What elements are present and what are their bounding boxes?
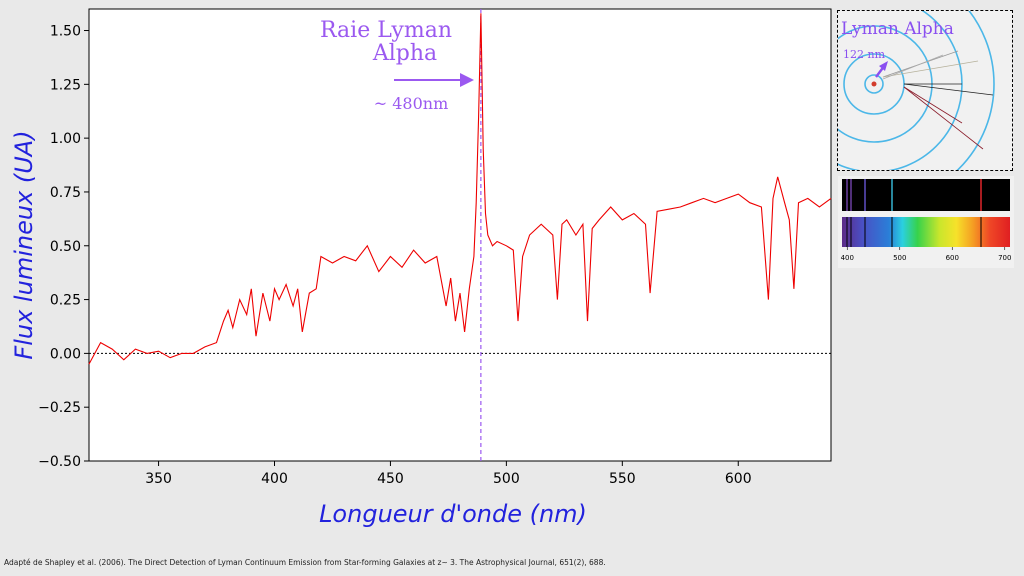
absorption-spectrum-strip xyxy=(842,217,1010,247)
spectrum-chart: 350 400 450 500 550 600 −0.50 −0.25 0.00 0.25 0.5… xyxy=(10,8,832,528)
citation: Adapté de Shapley et al. (2006). The Dir… xyxy=(4,558,606,567)
y-tick-label: 1.25 xyxy=(50,77,81,93)
x-tick-label: 600 xyxy=(725,471,752,487)
y-tick-label: 0.00 xyxy=(50,346,81,362)
annotation-line1: Raie Lyman xyxy=(320,18,452,43)
y-tick-label: 0.75 xyxy=(50,185,81,201)
spectrum-tick-label: 500 xyxy=(893,254,906,262)
spectrum-strips: 400 500 600 700 xyxy=(838,176,1014,268)
annotation-line2: Alpha xyxy=(372,41,437,66)
spectrum-tick-label: 400 xyxy=(841,254,854,262)
y-axis: −0.50 −0.25 0.00 0.25 0.50 0.75 1.00 1.25 1.50 xyxy=(38,24,89,470)
series-line-flux xyxy=(88,13,832,365)
x-tick-label: 500 xyxy=(493,471,520,487)
annotation-arrowhead xyxy=(460,73,474,87)
y-tick-label: 1.00 xyxy=(50,131,81,147)
lyman-panel-wavelength: 122 nm xyxy=(843,48,886,61)
atom-diagram: Lyman Alpha 122 nm xyxy=(838,11,1012,170)
x-axis-label: Longueur d'onde (nm) xyxy=(319,500,587,528)
spectrum-tick-label: 600 xyxy=(946,254,959,262)
x-tick-label: 400 xyxy=(261,471,288,487)
lyman-alpha-diagram: Lyman Alpha 122 nm xyxy=(837,10,1013,171)
x-tick-label: 350 xyxy=(145,471,172,487)
x-axis: 350 400 450 500 550 600 xyxy=(145,461,752,487)
spectrum-axis: 400 500 600 700 xyxy=(841,247,1011,262)
y-tick-label: 1.50 xyxy=(50,24,81,40)
y-tick-label: −0.50 xyxy=(38,454,81,470)
x-tick-label: 450 xyxy=(377,471,404,487)
x-tick-label: 550 xyxy=(609,471,636,487)
y-tick-label: 0.25 xyxy=(50,293,81,309)
spectrum-tick-label: 700 xyxy=(998,254,1011,262)
y-tick-label: 0.50 xyxy=(50,239,81,255)
y-axis-label: Flux lumineux (UA) xyxy=(10,130,38,359)
lyman-panel-title: Lyman Alpha xyxy=(841,19,954,39)
emission-spectrum-strip xyxy=(842,179,1010,211)
y-tick-label: −0.25 xyxy=(38,400,81,416)
annotation-wavelength: ~ 480nm xyxy=(374,94,449,113)
